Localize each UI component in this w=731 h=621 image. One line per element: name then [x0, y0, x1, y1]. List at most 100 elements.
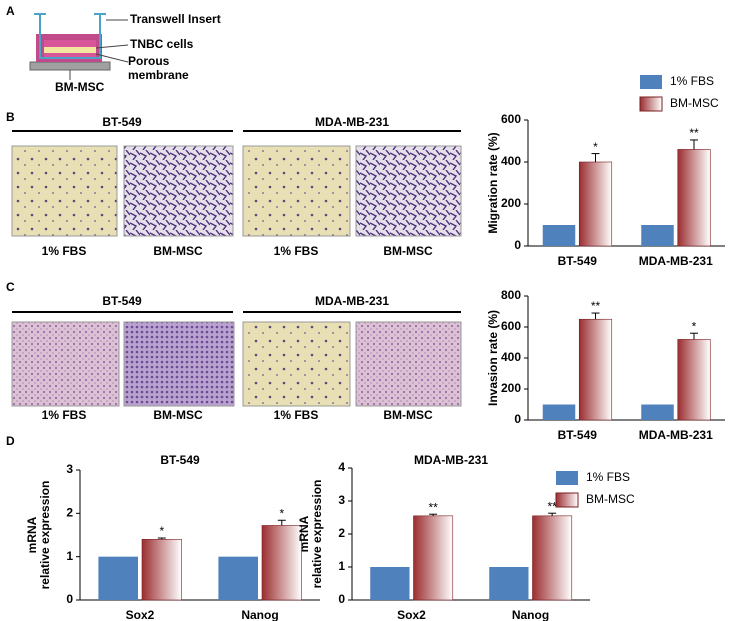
x-tick-label: Sox2 — [397, 608, 426, 621]
x-tick-label: MDA-MB-231 — [639, 428, 713, 442]
bar — [218, 556, 258, 600]
chart-title: BT-549 — [160, 453, 200, 467]
significance-mark: * — [279, 506, 284, 520]
y-axis-label: relative expression — [310, 480, 324, 589]
legend-swatch — [556, 471, 578, 485]
image-caption: BM-MSC — [153, 244, 203, 258]
bar — [677, 149, 711, 247]
panel-label: B — [6, 110, 15, 124]
legend-label: BM-MSC — [586, 492, 635, 506]
bar — [578, 161, 613, 247]
y-tick-label: 200 — [501, 381, 521, 395]
image-caption: 1% FBS — [42, 408, 87, 422]
legend-swatch — [639, 96, 663, 112]
bar — [641, 225, 674, 246]
image-caption: BM-MSC — [153, 408, 203, 422]
y-tick-label: 3 — [66, 462, 73, 476]
significance-mark: ** — [689, 126, 699, 140]
bar — [141, 539, 182, 601]
y-tick-label: 0 — [514, 412, 521, 426]
y-tick-label: 0 — [338, 592, 345, 606]
x-tick-label: Sox2 — [126, 608, 155, 621]
legend-label: 1% FBS — [670, 74, 714, 88]
diagram-label: BM-MSC — [55, 80, 105, 94]
panel-label: C — [6, 280, 15, 294]
error-bar — [548, 512, 557, 516]
diagram-label: Transwell Insert — [130, 12, 221, 26]
y-tick-label: 400 — [501, 154, 521, 168]
bar — [677, 339, 711, 421]
panel-label: D — [6, 434, 15, 448]
bar — [532, 515, 573, 601]
diagram-label: Porous membrane — [128, 54, 189, 82]
y-axis-label: Migration rate (%) — [486, 132, 500, 233]
bar — [413, 515, 454, 601]
x-tick-label: BT-549 — [558, 428, 598, 442]
x-tick-label: Nanog — [512, 608, 549, 621]
bar — [370, 567, 410, 600]
significance-mark: ** — [591, 299, 601, 313]
y-tick-label: 800 — [501, 288, 521, 302]
y-tick-label: 4 — [338, 460, 345, 474]
significance-mark: * — [593, 140, 598, 154]
micrographs-c — [11, 311, 462, 407]
y-tick-label: 1 — [66, 549, 73, 563]
legend-swatch — [555, 492, 579, 508]
significance-mark: * — [159, 524, 164, 538]
diagram-label: TNBC cells — [130, 37, 194, 51]
bar — [542, 404, 576, 420]
error-bar — [157, 537, 166, 540]
y-axis-label: mRNA — [25, 516, 39, 553]
micrographs-b — [11, 130, 462, 237]
significance-mark: ** — [428, 500, 438, 514]
error-bar — [690, 139, 699, 150]
y-tick-label: 0 — [514, 238, 521, 252]
transwell-diagram — [29, 13, 129, 80]
chart: 0 1 2 3 4 mRNA relative expression MDA-MB-231 So… — [297, 453, 635, 621]
legend-label: BM-MSC — [670, 96, 719, 110]
significance-mark: ** — [547, 499, 557, 513]
y-tick-label: 1 — [338, 559, 345, 573]
group-label: BT-549 — [102, 115, 142, 129]
y-tick-label: 200 — [501, 196, 521, 210]
error-bar — [690, 332, 699, 340]
image-caption: 1% FBS — [42, 244, 87, 258]
y-tick-label: 2 — [66, 506, 73, 520]
y-tick-label: 0 — [66, 592, 73, 606]
group-label: MDA-MB-231 — [315, 115, 389, 129]
diagram-label-box: Porous membrane — [128, 54, 189, 82]
significance-mark: * — [692, 319, 697, 333]
y-axis-label: Invasion rate (%) — [486, 310, 500, 406]
y-tick-label: 3 — [338, 493, 345, 507]
image-caption: BM-MSC — [383, 408, 433, 422]
image-caption: 1% FBS — [274, 408, 319, 422]
error-bar — [277, 519, 286, 526]
bar — [489, 567, 529, 600]
y-axis-label: relative expression — [38, 481, 52, 590]
y-tick-label: 400 — [501, 350, 521, 364]
y-axis-label: mRNA — [297, 515, 311, 552]
group-label: MDA-MB-231 — [315, 294, 389, 308]
bar — [542, 225, 576, 246]
error-bar — [591, 312, 600, 320]
image-caption: 1% FBS — [274, 244, 319, 258]
group-label: BT-549 — [102, 294, 142, 308]
error-bar — [429, 513, 438, 516]
y-tick-label: 2 — [338, 526, 345, 540]
x-tick-label: Nanog — [241, 608, 278, 621]
bar — [641, 404, 674, 420]
bar — [261, 525, 302, 601]
y-tick-label: 600 — [501, 319, 521, 333]
x-tick-label: BT-549 — [558, 254, 598, 268]
bar — [578, 318, 613, 421]
error-bar — [591, 153, 600, 162]
y-tick-label: 600 — [501, 112, 521, 126]
legend-swatch — [640, 75, 662, 89]
chart-title: MDA-MB-231 — [414, 453, 488, 467]
panel-label: A — [6, 4, 15, 18]
image-caption: BM-MSC — [383, 244, 433, 258]
